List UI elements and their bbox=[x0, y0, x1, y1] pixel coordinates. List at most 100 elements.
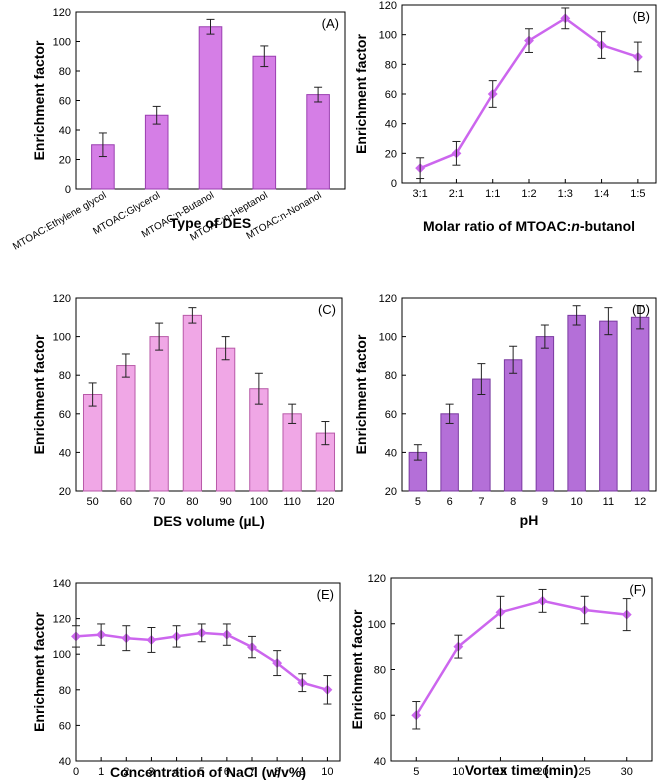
x-tick-label-b: 2:1 bbox=[449, 188, 464, 200]
x-tick-label-d: 12 bbox=[634, 496, 646, 508]
panel-label-f: (F) bbox=[629, 582, 646, 597]
y-tick-label-d: 120 bbox=[379, 293, 397, 305]
bar-a bbox=[252, 55, 277, 190]
y-axis-title-c: Enrichment factor bbox=[31, 334, 47, 454]
x-tick-label-d: 10 bbox=[571, 496, 583, 508]
y-tick-label-c: 40 bbox=[59, 447, 71, 459]
bar-d bbox=[599, 320, 618, 492]
y-tick-label-b: 80 bbox=[385, 59, 397, 71]
x-tick-label-b: 1:2 bbox=[521, 188, 536, 200]
y-axis-title-b: Enrichment factor bbox=[353, 34, 369, 154]
panel-d: 20 40 60 80 100 120 5 6 7 8 9 10 11 12 (D) pH Enrichment… bbox=[353, 293, 657, 528]
bar-a bbox=[198, 26, 223, 190]
y-tick-label-f: 100 bbox=[368, 619, 386, 631]
y-tick-label-b: 40 bbox=[385, 119, 397, 131]
panel-label-b: (B) bbox=[633, 9, 650, 24]
y-tick-label-e: 100 bbox=[53, 649, 71, 661]
bar-d bbox=[535, 336, 555, 492]
x-tick-label-c: 90 bbox=[220, 496, 232, 508]
plot-frame-d bbox=[401, 297, 657, 492]
x-axis-title-b: Molar ratio of MTOAC:n-butanol bbox=[423, 218, 635, 234]
series-line-f bbox=[415, 599, 627, 716]
bar-d bbox=[472, 378, 491, 492]
x-tick-label-b: 3:1 bbox=[412, 188, 427, 200]
panel-label-c: (C) bbox=[318, 302, 336, 317]
bar-d bbox=[503, 359, 523, 492]
x-tick-label-e: 5 bbox=[199, 766, 205, 778]
x-tick-label-c: 50 bbox=[87, 496, 99, 508]
y-tick-label-b: 100 bbox=[379, 30, 397, 42]
y-tick-label-c: 20 bbox=[59, 486, 71, 498]
y-tick-label-c: 60 bbox=[59, 409, 71, 421]
x-tick-label-e: 10 bbox=[321, 766, 333, 778]
y-tick-label-a: 100 bbox=[53, 37, 71, 49]
bar-d bbox=[567, 314, 586, 492]
y-tick-label-f: 40 bbox=[374, 756, 386, 768]
x-tick-label-e: 0 bbox=[73, 766, 79, 778]
bar-c bbox=[149, 336, 169, 492]
x-tick-label-f: 15 bbox=[494, 766, 506, 778]
x-tick-label-b: 1:1 bbox=[485, 188, 500, 200]
x-tick-label-c: 110 bbox=[283, 496, 301, 508]
y-tick-label-c: 120 bbox=[53, 293, 71, 305]
bar-c bbox=[82, 394, 103, 492]
plot-frame-c bbox=[75, 297, 343, 492]
y-axis-title-a: Enrichment factor bbox=[31, 40, 47, 160]
y-tick-label-e: 80 bbox=[59, 685, 71, 697]
x-axis-title-a: Type of DES bbox=[170, 215, 251, 231]
bar-d bbox=[440, 413, 459, 492]
y-axis-title-e: Enrichment factor bbox=[31, 612, 47, 732]
x-tick-label-d: 11 bbox=[603, 496, 614, 508]
x-tick-label-c: 70 bbox=[153, 496, 165, 508]
y-tick-label-b: 0 bbox=[391, 178, 397, 190]
x-axis-title-e: Concentration of NaCl (w/v%) bbox=[110, 764, 306, 780]
plot-frame-e bbox=[75, 582, 341, 762]
x-axis-title-f: Vortex time (min) bbox=[465, 762, 578, 778]
bar-c bbox=[116, 365, 136, 492]
panel-label-e: (E) bbox=[317, 587, 334, 602]
x-tick-label-f: 5 bbox=[413, 766, 419, 778]
x-tick-label-d: 9 bbox=[542, 496, 548, 508]
y-tick-label-d: 80 bbox=[385, 370, 397, 382]
y-tick-label-e: 60 bbox=[59, 720, 71, 732]
y-tick-label-d: 20 bbox=[385, 486, 397, 498]
panel-e: 40 60 80 100 120 140 0 1 2 3 4 5 6 7 8 9 10 (E) Concentrat… bbox=[31, 578, 341, 780]
y-tick-label-c: 80 bbox=[59, 370, 71, 382]
bar-d bbox=[630, 316, 650, 492]
y-tick-label-d: 60 bbox=[385, 409, 397, 421]
x-tick-label-d: 5 bbox=[415, 496, 421, 508]
bar-c bbox=[182, 314, 203, 492]
panel-b: 0 20 40 60 80 100 120 3:1 2:1 1:1 1:2 1:3 1:4 1:5 (B) M… bbox=[353, 0, 657, 234]
bar-c bbox=[282, 413, 302, 492]
x-tick-label-c: 120 bbox=[316, 496, 334, 508]
panel-c: 20 40 60 80 100 120 50 60 70 80 90 100 110 120 (C) DES … bbox=[31, 293, 343, 529]
x-tick-label-b: 1:4 bbox=[594, 188, 609, 200]
y-tick-label-b: 20 bbox=[385, 148, 397, 160]
x-tick-label-e: 2 bbox=[123, 766, 129, 778]
x-axis-title-c: DES volume (µL) bbox=[153, 513, 265, 529]
x-tick-label-e: 1 bbox=[98, 766, 104, 778]
panel-label-a: (A) bbox=[322, 16, 339, 31]
panel-label-d: (D) bbox=[632, 302, 650, 317]
x-tick-label-d: 6 bbox=[447, 496, 453, 508]
y-tick-label-a: 0 bbox=[65, 184, 71, 196]
x-tick-label-a: MTOAC:Ethylene glycol bbox=[11, 190, 108, 253]
x-tick-label-f: 25 bbox=[579, 766, 591, 778]
x-tick-label-f: 20 bbox=[536, 766, 548, 778]
x-tick-label-e: 3 bbox=[148, 766, 154, 778]
x-tick-label-f: 30 bbox=[621, 766, 633, 778]
panel-f: 40 60 80 100 120 5 10 15 20 25 30 (F) Vortex time (m… bbox=[349, 573, 653, 778]
x-tick-label-c: 80 bbox=[186, 496, 198, 508]
x-tick-label-c: 100 bbox=[250, 496, 268, 508]
x-tick-label-f: 10 bbox=[452, 766, 464, 778]
y-tick-label-e: 40 bbox=[59, 756, 71, 768]
x-tick-label-e: 7 bbox=[249, 766, 255, 778]
y-tick-label-b: 60 bbox=[385, 89, 397, 101]
x-axis-title-d: pH bbox=[520, 512, 539, 528]
y-tick-label-f: 60 bbox=[374, 710, 386, 722]
y-axis-title-f: Enrichment factor bbox=[349, 609, 365, 729]
bar-a bbox=[144, 114, 169, 190]
y-tick-label-a: 40 bbox=[59, 125, 71, 137]
